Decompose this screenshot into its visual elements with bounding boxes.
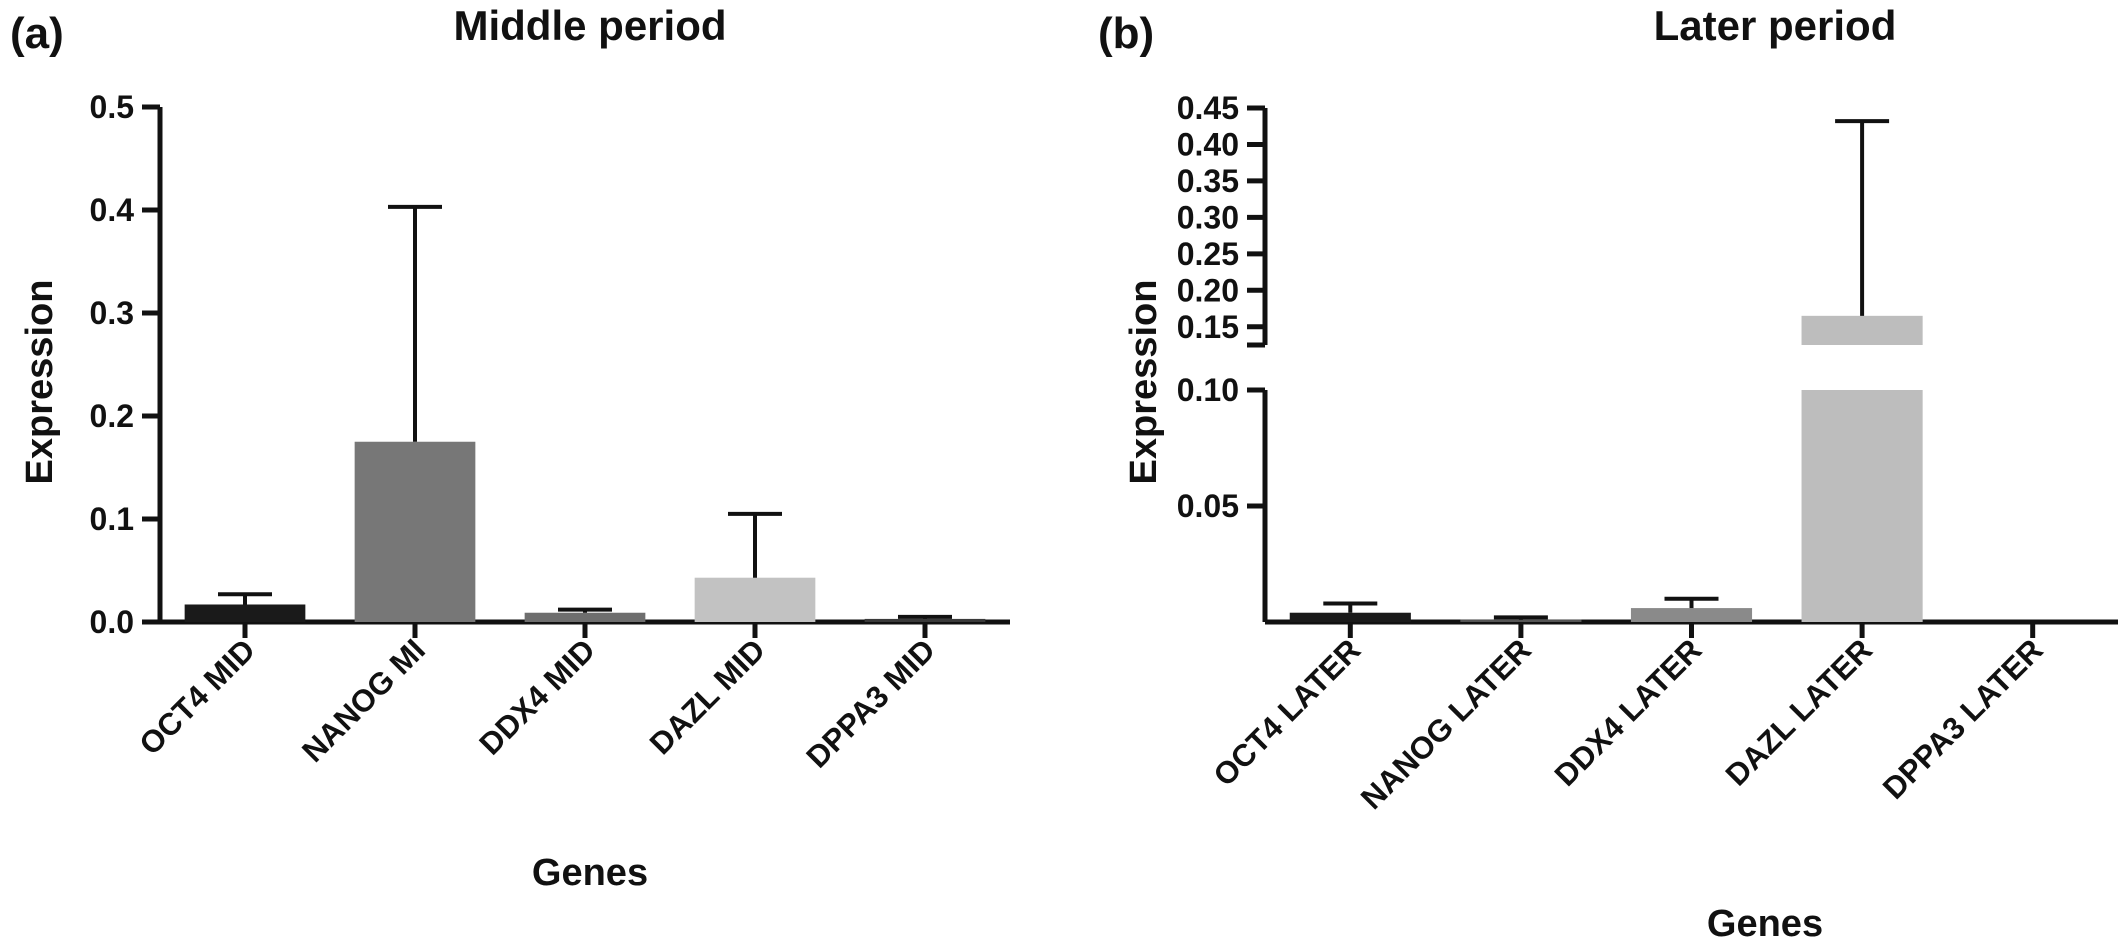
panel-a-title: Middle period [454,2,727,49]
panel-a-error-bars [218,204,952,619]
panel-b-y-tick-label: 0.15 [1177,309,1239,345]
panel-b-title: Later period [1654,2,1897,49]
panel-b-y-tick-label: 0.10 [1177,372,1239,408]
panel-b-bar-lower-segment [1801,390,1923,622]
panel-a-bar [524,612,646,622]
panel-a: (a) Middle period Expression Genes 0.00.… [10,2,1010,894]
panel-a-category-label: NANOG MI [295,632,432,769]
panel-b-category-label: DAZL LATER [1719,632,1879,792]
panel-a-category-label: OCT4 MID [132,632,261,761]
panel-b-y-tick-label: 0.25 [1177,236,1239,272]
panel-b-x-axis [1265,619,2118,638]
panel-b-y-tick-label: 0.30 [1177,199,1239,235]
panel-b-y-tick-label: 0.40 [1177,126,1239,162]
panel-b-bars [1289,315,1923,622]
panel-a-category-label: DDX4 MID [472,632,602,762]
panel-b-xlabel: Genes [1707,903,1823,944]
panel-b-category-label: DDX4 LATER [1548,632,1709,793]
panel-a-bar [354,441,476,622]
panel-a-y-tick-label: 0.1 [90,501,134,537]
panel-a-category-label: DAZL MID [643,632,772,761]
panel-a-y-tick-label: 0.3 [90,295,134,331]
panel-b-category-label: NANOG LATER [1354,632,1538,816]
panel-b-error-bars [1323,119,1890,620]
panel-b-label: (b) [1098,9,1154,58]
panel-a-xlabel: Genes [532,852,648,894]
panel-b-category-label: OCT4 LATER [1207,632,1368,793]
panel-a-y-tick-label: 0.5 [90,89,134,125]
panel-b-y-tick-label: 0.05 [1177,488,1239,524]
panel-b-bar-upper-segment [1801,315,1923,345]
panel-b-bar [1460,619,1582,622]
panel-a-y-tick-label: 0.4 [90,192,135,228]
panel-b-y-tick-label: 0.35 [1177,163,1239,199]
panel-a-bar [694,577,816,622]
panel-b-bar [1630,608,1753,622]
panel-a-y-tick-label: 0.0 [90,604,134,640]
panel-a-x-axis [160,619,1010,638]
panel-b: (b) Later period Expression Genes 0.050.… [1098,2,2118,944]
panel-a-y-tick-label: 0.2 [90,398,134,434]
panel-b-y-tick-label: 0.45 [1177,90,1239,126]
panel-b-ylabel: Expression [1123,280,1165,485]
panel-a-y-axis: 0.0 0.1 0.2 0.3 0.4 0.5 [90,89,163,640]
panel-b-y-tick-label: 0.20 [1177,272,1239,308]
panel-b-category-label: DPPA3 LATER [1876,632,2050,806]
panel-a-bar [184,604,306,622]
panel-a-bar [864,618,986,622]
panel-a-category-labels: OCT4 MID NANOG MI DDX4 MID DAZL MID DPPA3 MI… [132,632,941,774]
panel-a-bars [184,441,986,622]
panel-a-label: (a) [10,9,64,58]
panel-a-ylabel: Expression [19,280,61,485]
panel-b-y-axis: 0.05 0.10 0.150.200.250.300.350.400.45 [1177,90,1268,622]
panel-b-bar [1289,612,1411,622]
panel-a-category-label: DPPA3 MID [799,632,941,774]
